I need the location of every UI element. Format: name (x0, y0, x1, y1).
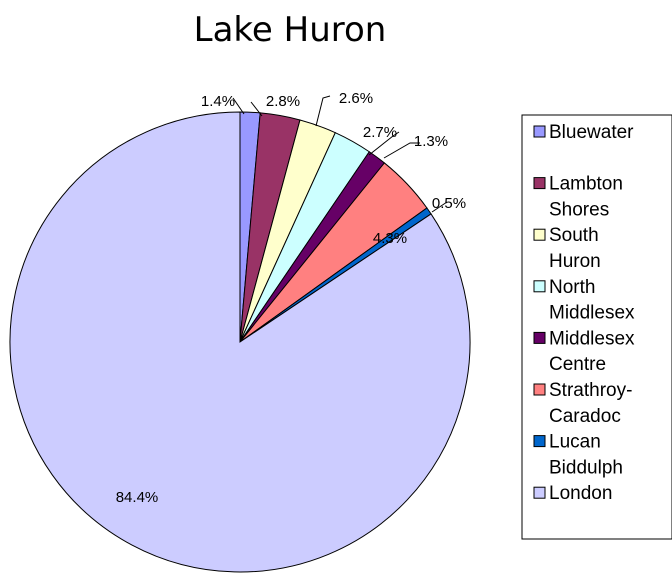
data-label: 1.3% (414, 133, 448, 150)
legend-swatch (534, 332, 545, 343)
leader-line (316, 96, 330, 126)
legend-swatch (534, 487, 545, 498)
legend-label: Centre (549, 354, 606, 375)
legend-label: Caradoc (549, 406, 621, 427)
legend-swatch (534, 178, 545, 189)
data-label: 4.3% (373, 230, 407, 247)
chart-title: Lake Huron (194, 10, 387, 50)
legend-label: London (549, 483, 612, 504)
legend-label: Shores (549, 199, 609, 220)
legend-label: Bluewater (549, 122, 634, 143)
legend-label: South (549, 225, 599, 246)
data-label: 2.8% (266, 93, 300, 110)
pie-slices (10, 112, 470, 572)
legend-label: North (549, 277, 595, 298)
data-label: 2.7% (363, 124, 397, 141)
legend-swatch (534, 384, 545, 395)
legend-swatch (534, 229, 545, 240)
legend: Bluewater Lambton Shores South Huron North Mid… (522, 115, 672, 539)
legend-swatch (534, 436, 545, 447)
data-label: 2.6% (339, 90, 373, 107)
legend-label: Middlesex (549, 303, 635, 324)
data-label: 1.4% (201, 93, 235, 110)
legend-swatch (534, 126, 545, 137)
data-label: 0.5% (432, 195, 466, 212)
legend-label: Lambton (549, 174, 623, 195)
legend-label: Huron (549, 251, 601, 272)
data-label: 84.4% (116, 489, 159, 506)
legend-label: Biddulph (549, 457, 623, 478)
legend-label: Lucan (549, 432, 601, 453)
legend-label: Middlesex (549, 328, 635, 349)
legend-label: Strathroy- (549, 380, 632, 401)
legend-swatch (534, 281, 545, 292)
